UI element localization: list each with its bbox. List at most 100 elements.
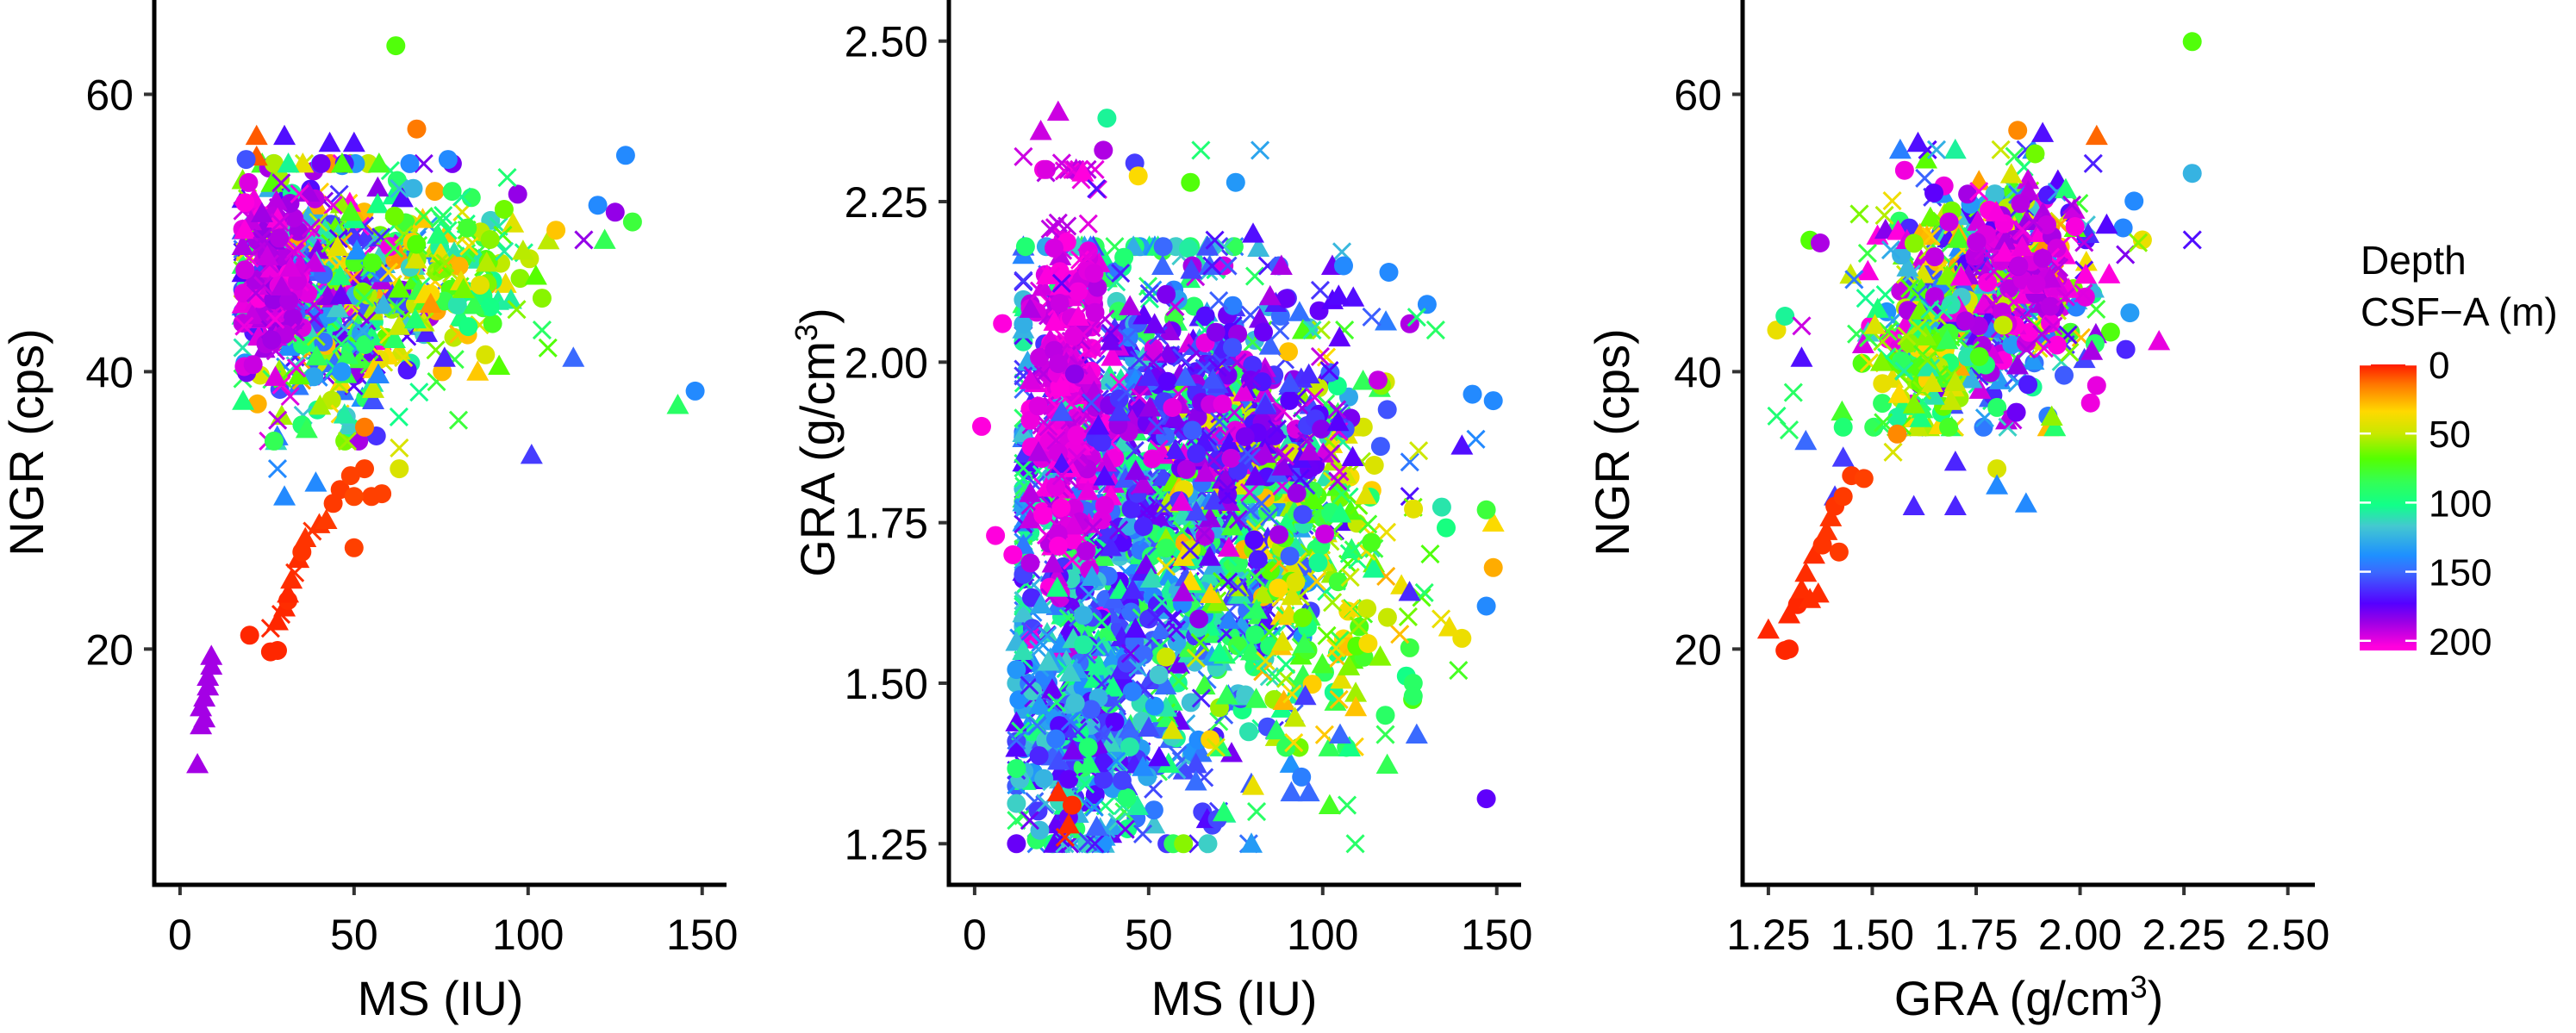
- point-circle: [1269, 525, 1288, 545]
- point-circle: [546, 221, 566, 240]
- point-circle: [1046, 729, 1066, 749]
- point-triangle: [1790, 346, 1813, 367]
- point-cross: [1132, 824, 1153, 843]
- point-circle: [1007, 793, 1026, 813]
- colorbar-tick-label: 200: [2429, 621, 2492, 663]
- point-cross: [1246, 801, 1267, 822]
- point-cross: [459, 236, 479, 256]
- point-circle: [1189, 609, 1209, 629]
- point-circle: [1248, 550, 1268, 569]
- point-circle: [1463, 384, 1482, 404]
- point-cross: [1244, 266, 1265, 286]
- point-cross: [1078, 214, 1098, 233]
- point-circle: [355, 417, 374, 437]
- point-circle: [400, 153, 420, 173]
- point-circle: [1780, 639, 1799, 659]
- panel-ms-vs-gra: 0 50 100 150 1.25 1.50 1.75 2.00 2.25 2.50 MS (IU…: [789, 0, 1532, 1025]
- point-circle: [972, 416, 991, 436]
- point-cross: [2182, 230, 2202, 250]
- point-circle: [1226, 172, 1245, 192]
- point-circle: [685, 381, 705, 401]
- point-circle: [355, 335, 375, 354]
- point-circle: [1775, 307, 1795, 326]
- point-circle: [1143, 449, 1162, 469]
- point-triangle: [264, 365, 287, 386]
- point-triangle: [419, 292, 442, 314]
- point-triangle: [1902, 495, 1925, 515]
- point-circle: [1887, 408, 1907, 427]
- point-triangle: [388, 277, 411, 298]
- point-circle: [1269, 578, 1288, 598]
- point-circle: [1128, 166, 1148, 186]
- point-circle: [433, 362, 452, 382]
- y-axis-title: NGR (cps): [0, 328, 53, 556]
- point-circle: [1033, 505, 1053, 525]
- y-tick-label: 2.25: [845, 178, 928, 227]
- point-circle: [390, 459, 409, 479]
- x-tick-label: 2.00: [2038, 911, 2122, 959]
- point-triangle: [342, 131, 365, 152]
- point-cross: [495, 241, 515, 261]
- point-cross: [1856, 289, 1875, 308]
- point-cross: [253, 228, 272, 248]
- point-circle: [1293, 608, 1313, 627]
- y-tick-label: 20: [1674, 625, 1722, 674]
- point-triangle: [1794, 561, 1818, 582]
- point-triangle: [367, 152, 390, 173]
- point-triangle: [245, 124, 268, 146]
- point-circle: [1955, 311, 1975, 331]
- point-circle: [1050, 294, 1070, 313]
- point-circle: [1833, 487, 1853, 507]
- point-circle: [234, 283, 253, 303]
- point-circle: [1048, 354, 1068, 374]
- point-triangle: [1247, 236, 1270, 258]
- point-cross: [280, 386, 300, 407]
- point-circle: [1887, 424, 1907, 444]
- point-triangle: [339, 201, 362, 221]
- point-circle: [1045, 238, 1063, 258]
- point-cross: [284, 242, 303, 262]
- point-circle: [1059, 769, 1079, 789]
- point-triangle: [371, 294, 395, 314]
- point-circle: [1064, 364, 1084, 384]
- point-triangle: [1794, 429, 1818, 451]
- point-circle: [1198, 834, 1218, 854]
- point-cross: [1431, 609, 1451, 629]
- point-circle: [1114, 247, 1134, 267]
- point-circle: [1049, 536, 1068, 556]
- point-circle: [1829, 542, 1849, 562]
- point-triangle: [524, 264, 547, 285]
- point-circle: [480, 297, 500, 317]
- point-circle: [1969, 346, 1989, 366]
- point-triangle: [231, 234, 254, 256]
- point-triangle: [295, 417, 318, 439]
- point-cross: [337, 431, 358, 451]
- axis-ticks: 0 50 100 150 20 40 60: [85, 71, 738, 959]
- point-triangle: [1016, 350, 1039, 371]
- point-triangle: [1242, 222, 1265, 243]
- point-circle: [1924, 184, 1943, 202]
- point-circle: [1095, 495, 1114, 515]
- point-circle: [1182, 420, 1202, 440]
- point-circle: [2011, 194, 2030, 214]
- point-circle: [494, 200, 514, 219]
- depth-colorbar-legend: Depth CSF−A (m) 0 50 100 150 200: [2360, 238, 2558, 663]
- point-triangle: [1888, 138, 1912, 159]
- point-cross: [1375, 725, 1395, 744]
- point-circle: [1854, 469, 1874, 488]
- y-tick-label: 40: [85, 348, 134, 396]
- point-circle: [1028, 396, 1048, 416]
- point-triangle: [193, 706, 216, 728]
- point-circle: [1280, 390, 1300, 410]
- point-triangle: [2095, 213, 2118, 234]
- point-triangle: [232, 389, 255, 410]
- y-tick-label: 40: [1674, 348, 1722, 396]
- point-cross: [483, 296, 502, 316]
- point-triangle: [287, 364, 310, 385]
- point-circle: [1235, 426, 1255, 446]
- point-circle: [239, 172, 259, 192]
- point-circle: [2080, 393, 2100, 413]
- point-circle: [1286, 572, 1306, 592]
- point-circle: [332, 362, 352, 382]
- point-triangle: [502, 212, 525, 233]
